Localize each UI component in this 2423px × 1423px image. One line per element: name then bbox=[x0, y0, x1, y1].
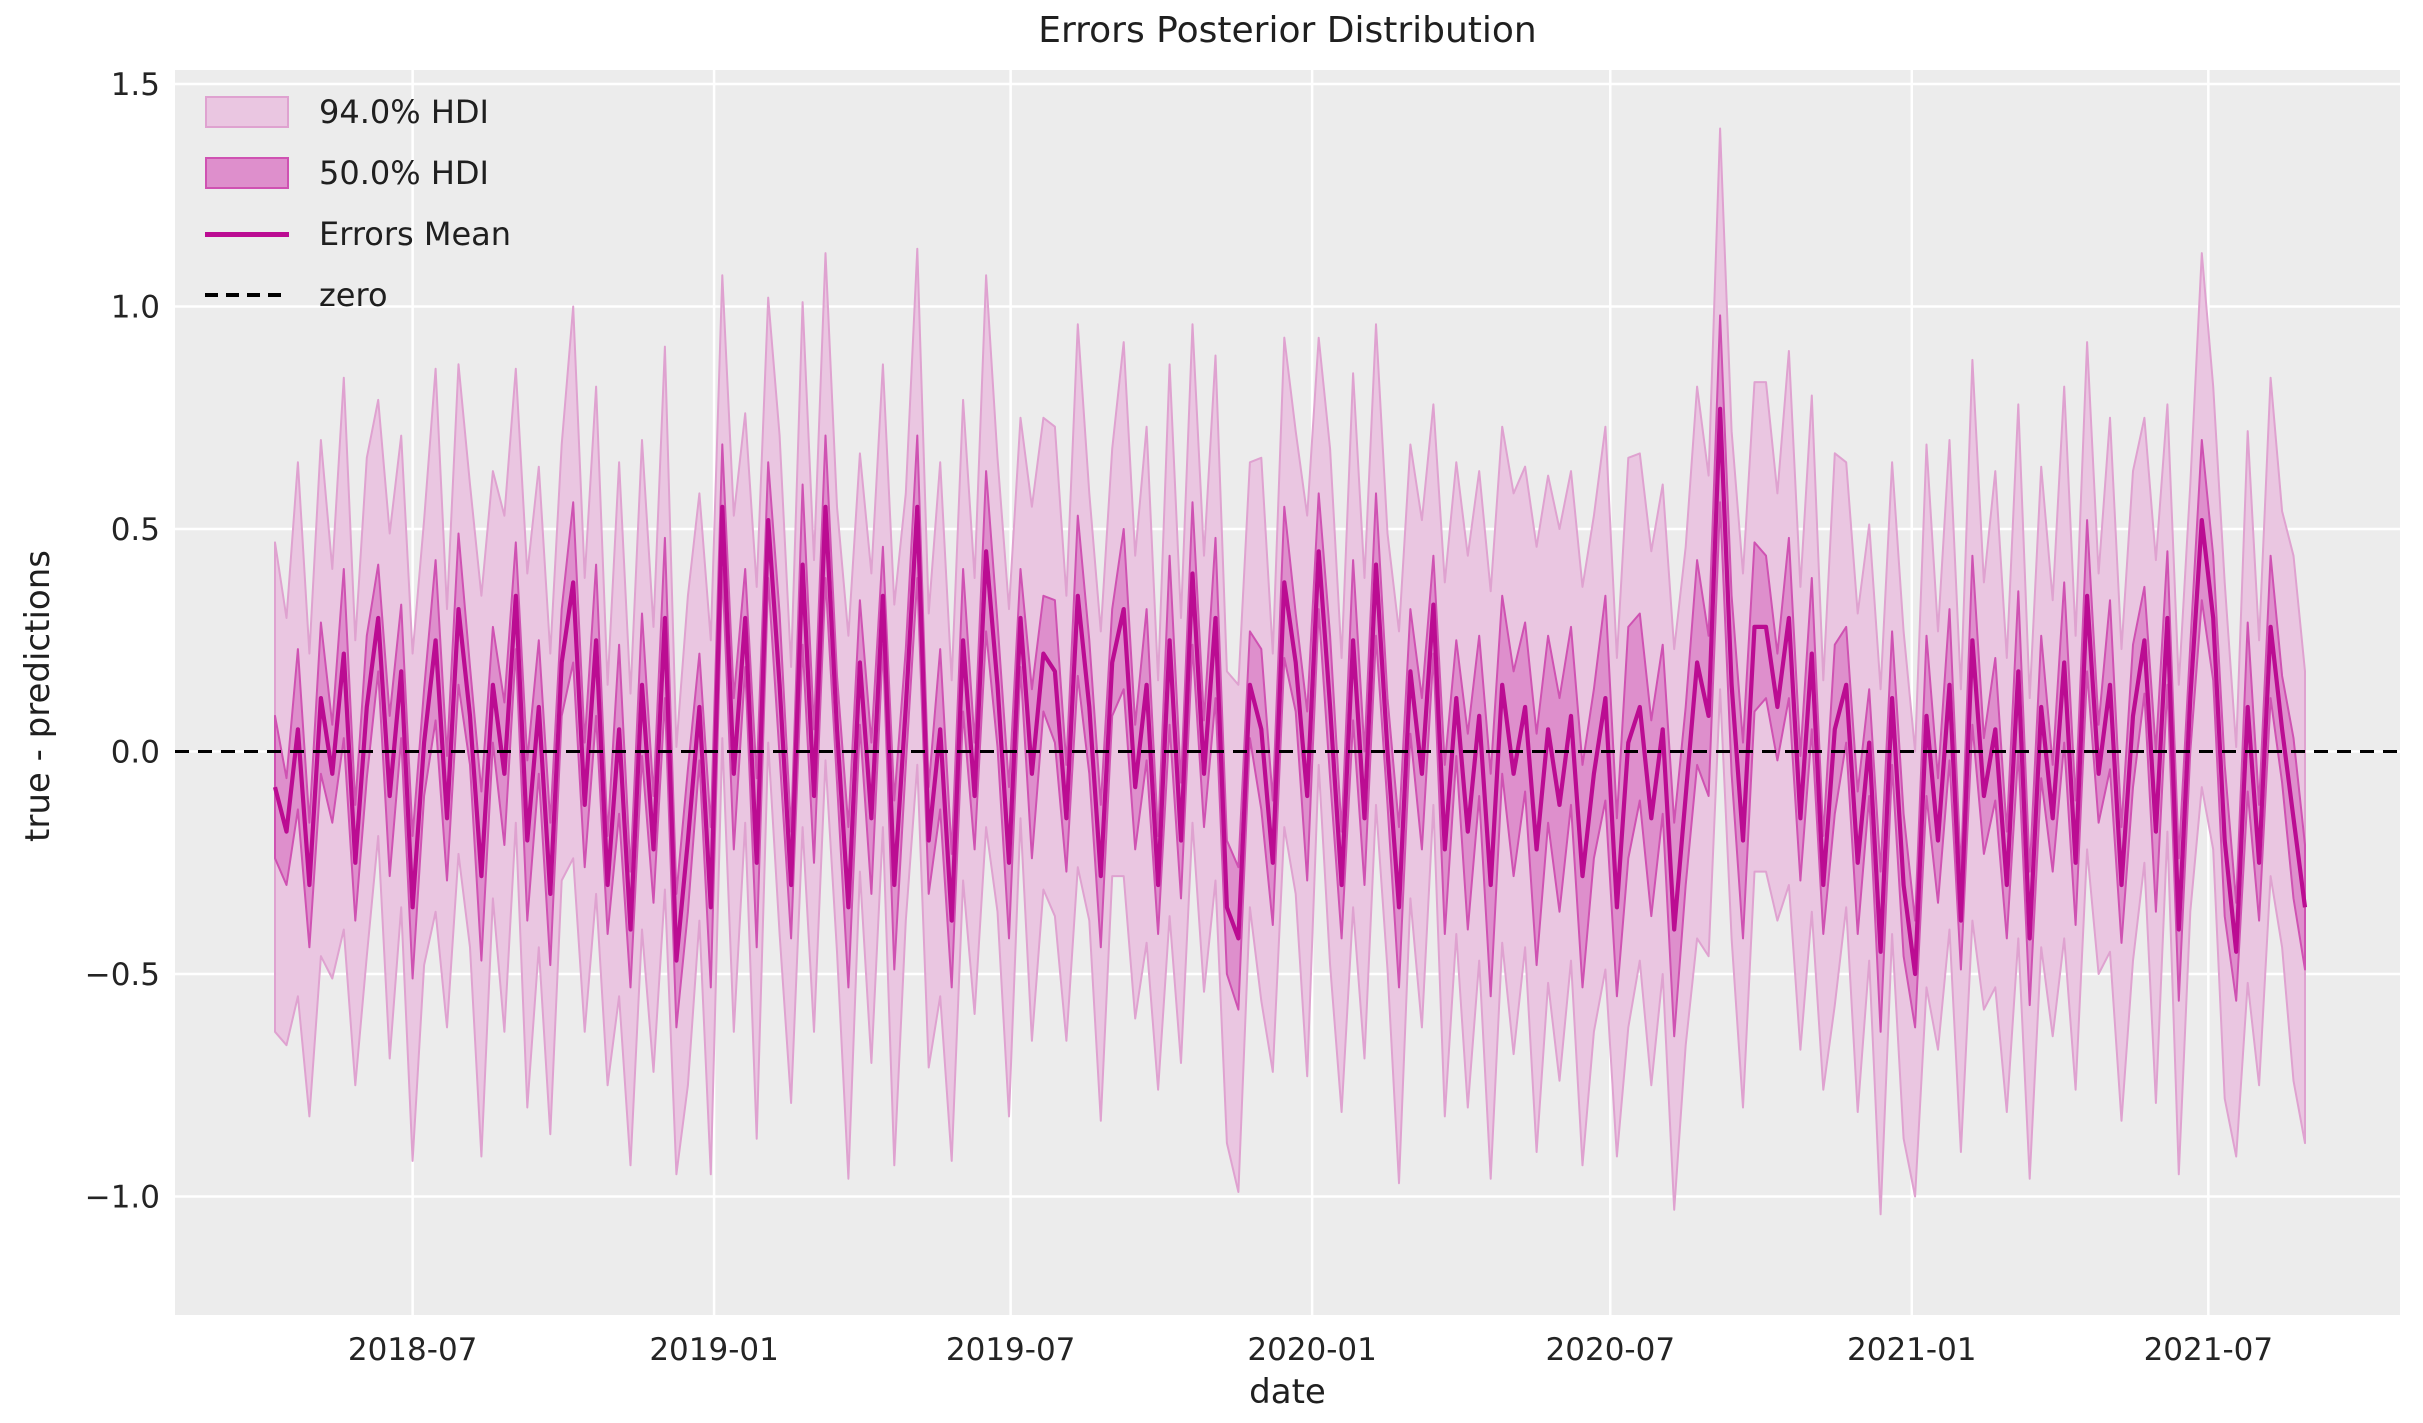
hdi94-swatch-icon bbox=[205, 96, 289, 128]
legend-label-errors-mean: Errors Mean bbox=[319, 215, 512, 253]
y-tick-label: −0.5 bbox=[85, 957, 160, 993]
y-tick-label: 0.5 bbox=[111, 512, 160, 548]
legend-row-50-hdi: 50.0% HDI bbox=[205, 154, 511, 192]
y-axis-label: true - predictions bbox=[18, 550, 58, 842]
legend-label-50-hdi: 50.0% HDI bbox=[319, 154, 489, 192]
legend: 94.0% HDI 50.0% HDI Errors Mean zero bbox=[205, 93, 512, 314]
hdi50-swatch-icon bbox=[205, 157, 289, 189]
errors-mean-line bbox=[272, 406, 2308, 977]
mean-line-swatch-icon bbox=[205, 231, 289, 237]
y-tick-label: 1.0 bbox=[111, 290, 160, 326]
legend-label-zero: zero bbox=[319, 276, 388, 314]
x-tick-label: 2019-07 bbox=[946, 1332, 1076, 1368]
legend-row-zero: zero bbox=[205, 276, 511, 314]
x-tick-label: 2019-01 bbox=[649, 1332, 779, 1368]
x-axis-label: date bbox=[1249, 1372, 1326, 1412]
y-tick-label: −1.0 bbox=[85, 1180, 160, 1216]
x-tick-label: 2021-07 bbox=[2144, 1332, 2274, 1368]
chart-title: Errors Posterior Distribution bbox=[1038, 10, 1537, 51]
legend-row-errors-mean: Errors Mean bbox=[205, 215, 512, 253]
x-tick-label: 2020-07 bbox=[1546, 1332, 1676, 1368]
legend-row-94-hdi: 94.0% HDI bbox=[205, 93, 511, 131]
zero-line-swatch-icon bbox=[205, 293, 289, 297]
hdi50-band bbox=[274, 314, 2306, 1038]
y-tick-label: 0.0 bbox=[111, 735, 160, 771]
x-tick-label: 2018-07 bbox=[348, 1332, 478, 1368]
y-tick-label: 1.5 bbox=[111, 67, 160, 103]
x-tick-label: 2021-01 bbox=[1847, 1332, 1977, 1368]
x-tick-label: 2020-01 bbox=[1247, 1332, 1377, 1368]
legend-label-94-hdi: 94.0% HDI bbox=[319, 93, 489, 131]
